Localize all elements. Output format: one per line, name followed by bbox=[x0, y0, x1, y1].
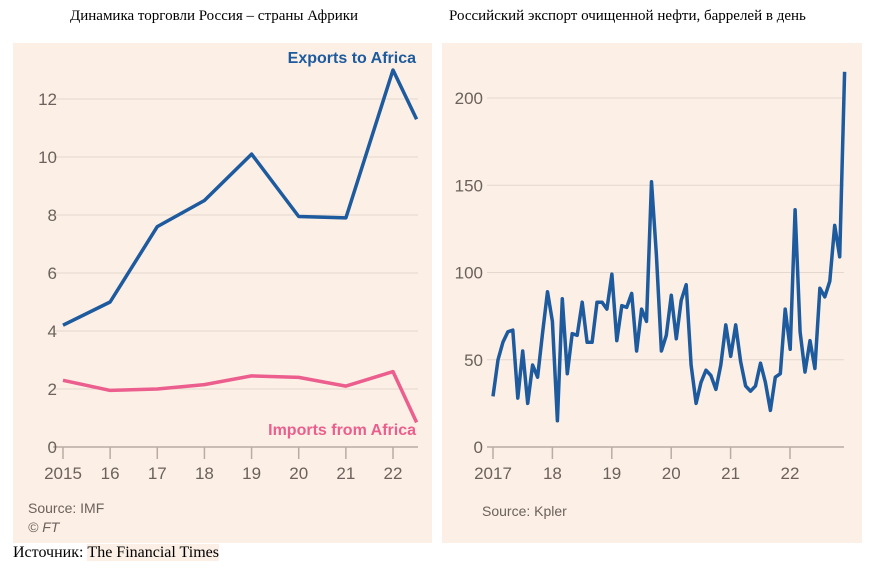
trade-chart-panel: 0 2 4 6 8 10 12 2015 16 17 18 19 20 21 22 Exports to Af… bbox=[13, 43, 432, 543]
y-tick-label: 6 bbox=[48, 264, 57, 283]
x-tick-label: 20 bbox=[289, 464, 308, 483]
y-tick-label: 8 bbox=[48, 206, 57, 225]
footer: Источник: The Financial Times bbox=[13, 544, 219, 562]
footer-source: The Financial Times bbox=[87, 544, 219, 561]
x-tick-label: 19 bbox=[242, 464, 261, 483]
right-chart-title: Российский экспорт очищенной нефти, барр… bbox=[449, 8, 806, 24]
oil-export-chart: 0 50 100 150 200 2017 18 19 20 21 22 Source: Kpler bbox=[455, 71, 847, 519]
series-line-refined-oil-exports bbox=[491, 71, 847, 423]
x-tick-label: 2017 bbox=[474, 464, 512, 483]
x-tick-label: 18 bbox=[543, 464, 562, 483]
x-tick-label: 22 bbox=[781, 464, 800, 483]
x-tick-label: 19 bbox=[602, 464, 621, 483]
source-label: Source: Kpler bbox=[482, 503, 567, 519]
copyright-label: © FT bbox=[28, 519, 61, 535]
y-tick-label: 4 bbox=[48, 322, 57, 341]
exports-label: Exports to Africa bbox=[288, 50, 416, 67]
oil-chart-panel: 0 50 100 150 200 2017 18 19 20 21 22 Source: Kpler bbox=[442, 43, 862, 543]
left-chart-title: Динамика торговли Россия – страны Африки bbox=[70, 8, 359, 24]
y-tick-label: 100 bbox=[455, 264, 483, 283]
source-label: Source: IMF bbox=[28, 500, 104, 516]
x-tick-label: 22 bbox=[384, 464, 403, 483]
x-tick-label: 21 bbox=[336, 464, 355, 483]
imports-label: Imports from Africa bbox=[268, 422, 416, 439]
trade-chart: 0 2 4 6 8 10 12 2015 16 17 18 19 20 21 22 Exports to Af… bbox=[28, 50, 419, 535]
series-line-imports-from-africa bbox=[62, 369, 419, 424]
x-tick-label: 18 bbox=[195, 464, 214, 483]
x-tick-label: 2015 bbox=[44, 464, 82, 483]
x-tick-label: 21 bbox=[721, 464, 740, 483]
y-tick-label: 50 bbox=[464, 351, 483, 370]
y-tick-label: 200 bbox=[455, 89, 483, 108]
y-tick-label: 10 bbox=[38, 148, 57, 167]
y-tick-label: 12 bbox=[38, 90, 57, 109]
y-tick-label: 2 bbox=[48, 380, 57, 399]
footer-label: Источник: bbox=[13, 544, 84, 561]
x-tick-label: 16 bbox=[101, 464, 120, 483]
y-tick-label: 0 bbox=[48, 438, 57, 457]
y-tick-label: 150 bbox=[455, 176, 483, 195]
x-tick-label: 20 bbox=[662, 464, 681, 483]
y-tick-label: 0 bbox=[474, 438, 483, 457]
x-tick-label: 17 bbox=[148, 464, 167, 483]
series-line-exports-to-africa bbox=[62, 68, 419, 327]
